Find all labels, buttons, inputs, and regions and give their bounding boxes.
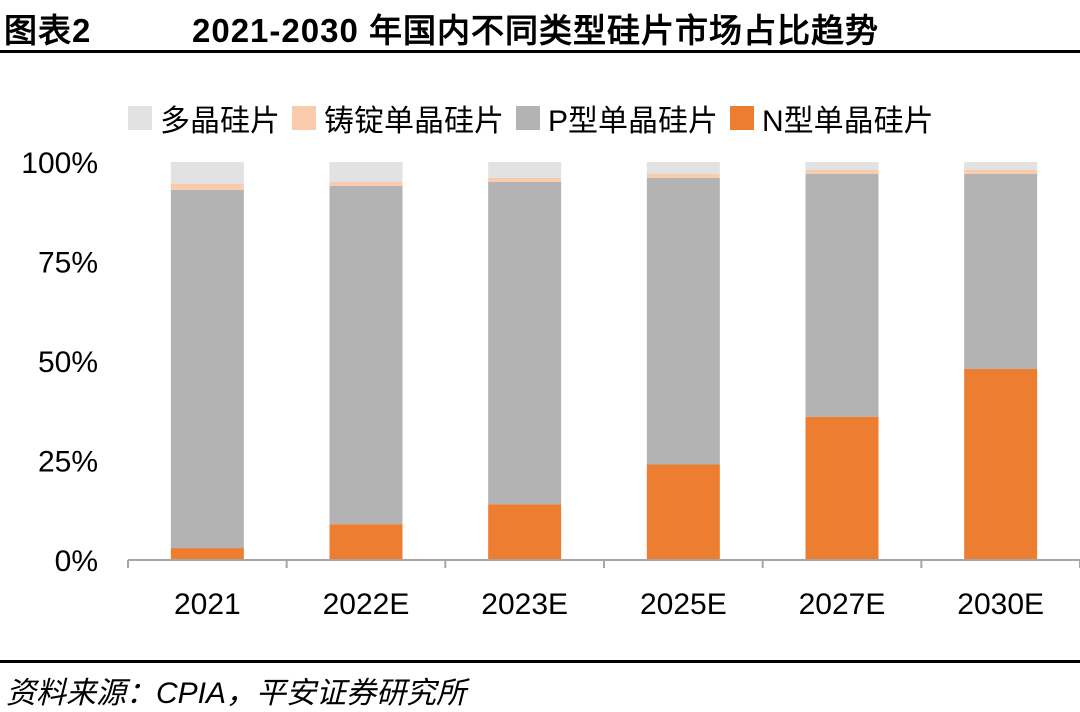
chart-legend: 多晶硅片 铸锭单晶硅片 P型单晶硅片 N型单晶硅片 <box>128 98 946 138</box>
bar-segment <box>170 548 244 560</box>
bar-segment <box>646 464 720 560</box>
chart-title: 2021-2030 年国内不同类型硅片市场占比趋势 <box>192 12 879 49</box>
legend-item: 铸锭单晶硅片 <box>292 96 504 140</box>
bar-segment <box>488 181 562 505</box>
bar-segment <box>170 189 244 549</box>
y-tick-label: 0% <box>55 545 98 578</box>
legend-label: 铸锭单晶硅片 <box>324 105 504 138</box>
bar-segment <box>488 177 562 182</box>
bar-segment <box>170 183 244 190</box>
y-tick-label: 100% <box>21 147 98 180</box>
x-tick-label: 2023E <box>481 588 568 621</box>
bar-segment <box>964 169 1038 174</box>
legend-swatch <box>292 106 316 130</box>
bar-segment <box>805 173 879 417</box>
legend-label: N型单晶硅片 <box>762 105 934 138</box>
legend-swatch <box>128 106 152 130</box>
x-tick-label: 2021 <box>174 588 241 621</box>
legend-item: N型单晶硅片 <box>730 96 934 140</box>
bar-segment <box>329 524 403 560</box>
figure-label: 图表2 <box>4 12 92 49</box>
legend-swatch <box>516 106 540 130</box>
legend-label: 多晶硅片 <box>160 105 280 138</box>
source-note: 资料来源：CPIA，平安证券研究所 <box>6 677 467 710</box>
x-tick-label: 2030E <box>957 588 1044 621</box>
y-tick-label: 25% <box>38 446 98 479</box>
bar-segment <box>964 173 1038 369</box>
bar-segment <box>329 181 403 186</box>
legend-swatch <box>730 106 755 130</box>
bar-segment <box>488 162 562 178</box>
y-tick-label: 75% <box>38 247 98 280</box>
stacked-bar-chart: 0% 25% 50% 75% 100% 2021 2022E 2023E 2025E 2027E 2… <box>21 147 1080 621</box>
bar-segment <box>329 162 403 182</box>
bar-segment <box>646 177 720 465</box>
bar-segment <box>646 173 720 178</box>
legend-label: P型单晶硅片 <box>548 105 719 138</box>
legend-item: P型单晶硅片 <box>516 96 718 140</box>
bottom-rule <box>0 660 1080 663</box>
top-rule <box>0 50 1080 53</box>
bar-segment <box>805 162 879 170</box>
x-tick-label: 2025E <box>640 588 727 621</box>
bar-segment <box>964 368 1038 560</box>
bar-segment <box>329 185 403 525</box>
bar-segment <box>805 416 879 560</box>
bar-segment <box>488 504 562 560</box>
x-tick-label: 2022E <box>323 588 410 621</box>
legend-item: 多晶硅片 <box>128 96 280 140</box>
bar-segment <box>170 162 244 184</box>
y-tick-label: 50% <box>38 346 98 379</box>
bar-segment <box>646 162 720 174</box>
bar-segment <box>964 162 1038 170</box>
figure-header: 图表2 2021-2030 年国内不同类型硅片市场占比趋势 <box>0 0 1080 49</box>
x-tick-label: 2027E <box>799 588 886 621</box>
bar-segment <box>805 169 879 174</box>
